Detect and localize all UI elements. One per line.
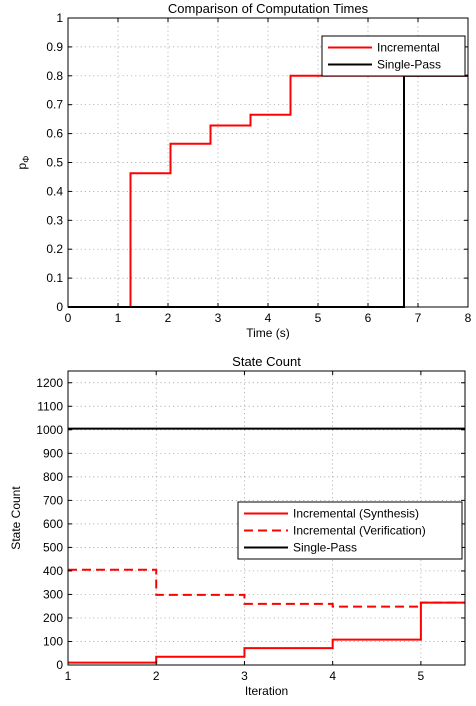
top-y-tick-label: 0.9: [46, 40, 63, 54]
top-y-tick-label: 0.7: [46, 98, 63, 112]
bottom-y-tick-label: 0: [56, 658, 63, 672]
top-y-tick-label: 0.6: [46, 127, 63, 141]
bottom-y-tick-label: 700: [43, 493, 63, 507]
top-y-tick-label: 0.8: [46, 69, 63, 83]
top-x-tick-label: 2: [165, 311, 172, 325]
top-x-tick-label: 0: [65, 311, 72, 325]
top-y-tick-label: 0: [56, 300, 63, 314]
top-y-tick-label: 0.1: [46, 271, 63, 285]
top-x-tick-label: 4: [265, 311, 272, 325]
bottom-x-tick-label: 3: [241, 669, 248, 683]
top-legend-label-1: Single-Pass: [377, 58, 441, 72]
bottom-series-0-line: [68, 601, 465, 664]
top-y-tick-label: 0.4: [46, 184, 63, 198]
top-chart-title: Comparison of Computation Times: [168, 1, 369, 16]
bottom-legend-label-0: Incremental (Synthesis): [293, 507, 419, 521]
bottom-y-tick-label: 800: [43, 470, 63, 484]
y-axis-label-subscript: Φ: [21, 156, 31, 163]
y-axis-label-main: p: [15, 162, 29, 169]
top-series-0-line: [68, 74, 468, 308]
bottom-x-tick-label: 1: [65, 669, 72, 683]
top-legend-label-0: Incremental: [377, 41, 440, 55]
bottom-x-tick-label: 4: [329, 669, 336, 683]
top-legend-box: [321, 35, 466, 77]
bottom-y-tick-label: 300: [43, 587, 63, 601]
bottom-chart: 1 2 3 4 5 0 100 200 300 400 500 600 700 800 900 1000 110…: [9, 354, 466, 698]
bottom-y-tick-label: 1100: [37, 399, 63, 413]
bottom-y-tick-label: 1200: [36, 376, 63, 390]
bottom-x-tick-label: 2: [153, 669, 160, 683]
top-x-tick-label: 8: [465, 311, 472, 325]
top-y-tick-label: 1: [56, 11, 63, 25]
bottom-x-tick-label: 5: [418, 669, 425, 683]
bottom-y-tick-label: 900: [43, 446, 63, 460]
bottom-axes-box: [67, 370, 466, 666]
top-legend: Incremental Single-Pass: [321, 35, 466, 77]
top-chart: 0 1 2 3 4 5 6 7 8 0 0.1 0.2 0.3 0.4 0.5 0.6 0.7 0.8 0.9 1 Co…: [15, 1, 472, 340]
top-x-tick-label: 5: [315, 311, 322, 325]
top-y-tick-label: 0.3: [46, 213, 63, 227]
top-x-tick-label: 6: [365, 311, 372, 325]
bottom-y-tick-label: 600: [43, 517, 63, 531]
bottom-y-tick-label: 500: [43, 540, 63, 554]
bottom-y-tick-label: 1000: [36, 423, 63, 437]
bottom-series-1-line: [68, 568, 465, 608]
bottom-chart-title: State Count: [232, 354, 301, 369]
bottom-y-axis-label: State Count: [9, 486, 23, 550]
bottom-x-axis-label: Iteration: [245, 684, 288, 698]
top-y-tick-label: 0.2: [46, 242, 63, 256]
bottom-y-tick-label: 400: [43, 564, 63, 578]
top-y-tick-label: 0.5: [46, 156, 63, 170]
bottom-legend-label-1: Incremental (Verification): [293, 524, 426, 538]
top-x-axis-label: Time (s): [246, 326, 290, 340]
bottom-legend-label-2: Single-Pass: [293, 541, 357, 555]
top-x-tick-label: 1: [115, 311, 122, 325]
bottom-y-tick-label: 100: [43, 634, 63, 648]
top-y-axis-label: pΦ: [15, 156, 31, 170]
top-x-tick-label: 7: [415, 311, 422, 325]
top-x-tick-label: 3: [215, 311, 222, 325]
bottom-legend: Incremental (Synthesis) Incremental (Veri…: [237, 501, 463, 560]
bottom-y-tick-label: 200: [43, 611, 63, 625]
